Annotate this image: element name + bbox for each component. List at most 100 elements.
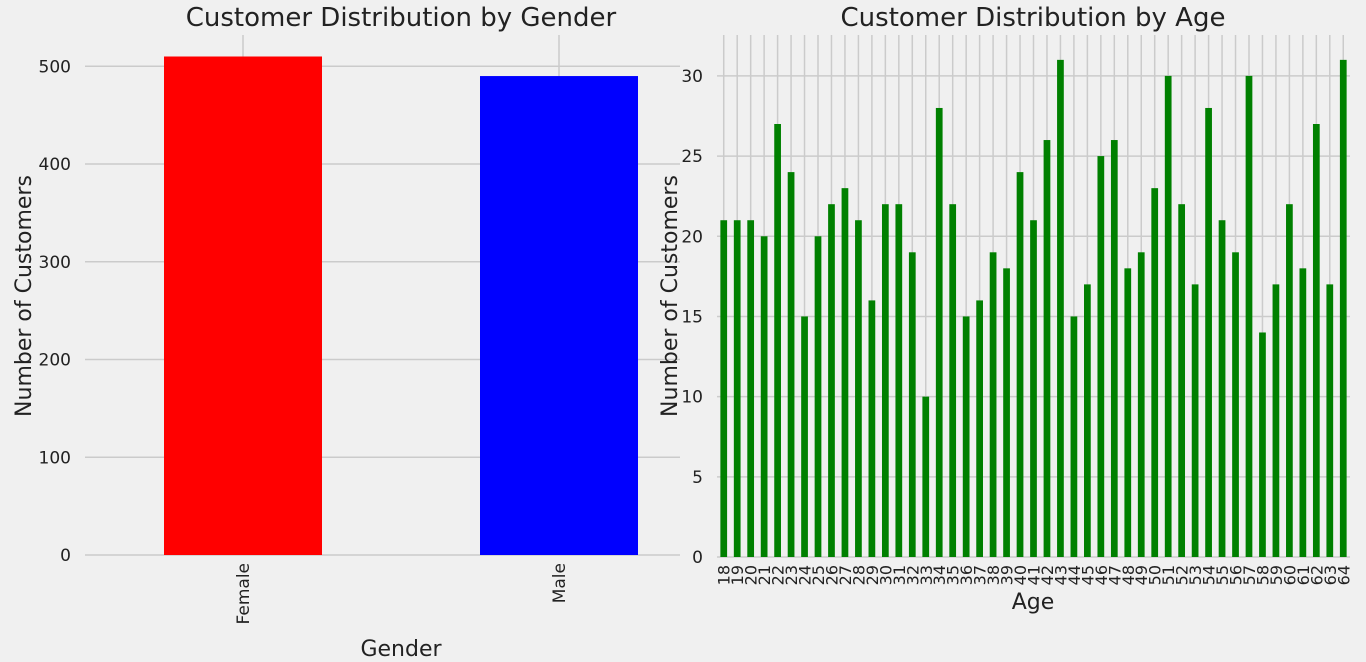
x-tick-label: 45 (1078, 565, 1097, 585)
x-tick-label: 27 (836, 565, 855, 585)
y-tick-label: 200 (39, 351, 71, 371)
gender-y-ticks: 0 100 200 300 400 500 (39, 57, 71, 566)
x-tick-label: 51 (1159, 565, 1178, 585)
bar-23 (787, 172, 795, 557)
x-tick-label: 35 (944, 565, 963, 585)
x-tick-label: 62 (1307, 565, 1326, 585)
bar-35 (949, 204, 957, 557)
bar-34 (935, 107, 943, 557)
x-tick-label: 52 (1173, 565, 1192, 585)
x-tick-label: 42 (1038, 565, 1057, 585)
bar-62 (1312, 124, 1320, 557)
y-tick-label: 10 (681, 388, 703, 408)
bar-32 (908, 252, 916, 557)
bar-29 (868, 300, 876, 557)
x-tick-label: 53 (1186, 565, 1205, 585)
x-tick-label: 30 (876, 565, 895, 585)
bar-54 (1205, 107, 1212, 557)
bar-47 (1110, 140, 1118, 557)
bar-38 (989, 252, 997, 557)
x-tick-label: 43 (1051, 565, 1070, 585)
age-x-ticks: 1819202122232425262728293031323334353637… (715, 565, 1354, 585)
gender-chart: 0 100 200 300 400 500 Female Male Customer Dis… (12, 3, 680, 662)
bar-20 (747, 220, 755, 557)
x-tick-label: 26 (822, 565, 841, 585)
bar-43 (1057, 59, 1064, 557)
x-tick-label: 34 (930, 565, 949, 585)
bar-27 (841, 188, 849, 557)
gender-x-axis-label: Gender (360, 637, 442, 662)
age-chart-title: Customer Distribution by Age (841, 3, 1226, 33)
bar-40 (1016, 172, 1024, 557)
bar-28 (855, 220, 862, 557)
x-tick-label: 23 (782, 565, 801, 585)
x-tick-label: 25 (809, 565, 828, 585)
bar-26 (828, 204, 835, 557)
bar-50 (1151, 188, 1159, 557)
x-tick-label: 41 (1025, 565, 1044, 585)
bar-30 (881, 204, 889, 557)
x-tick-label: 54 (1200, 565, 1219, 585)
gender-y-axis-label: Number of Customers (12, 175, 37, 417)
x-tick-label: 37 (971, 565, 990, 585)
bar-53 (1191, 284, 1199, 557)
y-tick-label: 15 (681, 307, 703, 327)
x-tick-label: 40 (1011, 565, 1030, 585)
bar-25 (814, 236, 822, 557)
bar-19 (733, 220, 741, 557)
x-tick-label: 18 (715, 565, 734, 585)
y-tick-label: 0 (692, 548, 703, 568)
bar-64 (1339, 59, 1347, 557)
bar-60 (1286, 204, 1293, 557)
bar-52 (1178, 204, 1186, 557)
bar-41 (1030, 220, 1037, 557)
x-tick-label: 63 (1321, 565, 1340, 585)
x-tick-label: 44 (1065, 565, 1084, 585)
bar-39 (1003, 268, 1010, 557)
x-tick-label: 64 (1334, 565, 1353, 585)
bar-21 (760, 236, 768, 557)
x-tick-label: 32 (903, 565, 922, 585)
x-tick-label: 55 (1213, 565, 1232, 585)
bar-44 (1070, 316, 1078, 557)
bar-63 (1326, 284, 1334, 557)
gender-x-ticks: Female Male (234, 563, 570, 624)
bar-58 (1259, 332, 1266, 557)
age-bars (720, 59, 1347, 557)
bar-51 (1164, 75, 1172, 557)
x-tick-label: 58 (1253, 565, 1272, 585)
x-tick-label: 61 (1294, 565, 1313, 585)
x-tick-label: 33 (917, 565, 936, 585)
bar-56 (1232, 252, 1239, 557)
bar-22 (774, 124, 781, 557)
age-y-ticks: 0 5 10 15 20 25 30 (681, 67, 703, 568)
bar-33 (922, 396, 930, 557)
bar-57 (1245, 75, 1253, 557)
x-tick-label: 49 (1132, 565, 1151, 585)
bar-46 (1097, 156, 1105, 557)
bar-45 (1084, 284, 1091, 557)
bar-49 (1137, 252, 1145, 557)
x-tick-label: 57 (1240, 565, 1259, 585)
x-tick-label: 22 (769, 565, 788, 585)
y-tick-label: 300 (39, 253, 71, 273)
bar-48 (1124, 268, 1132, 557)
bar-24 (801, 316, 808, 557)
x-tick-label: Female (234, 563, 254, 624)
y-tick-label: 0 (60, 546, 71, 566)
x-tick-label: 38 (984, 565, 1003, 585)
y-tick-label: 20 (681, 227, 703, 247)
bar-18 (720, 220, 728, 557)
x-tick-label: 48 (1119, 565, 1138, 585)
x-tick-label: 56 (1227, 565, 1246, 585)
gender-chart-title: Customer Distribution by Gender (186, 3, 617, 33)
y-tick-label: 100 (39, 448, 71, 468)
x-tick-label: 60 (1280, 565, 1299, 585)
bar-Male (480, 76, 638, 555)
x-tick-label: 21 (755, 565, 774, 585)
bar-31 (895, 204, 903, 557)
x-tick-label: 47 (1105, 565, 1124, 585)
y-tick-label: 500 (39, 57, 71, 77)
